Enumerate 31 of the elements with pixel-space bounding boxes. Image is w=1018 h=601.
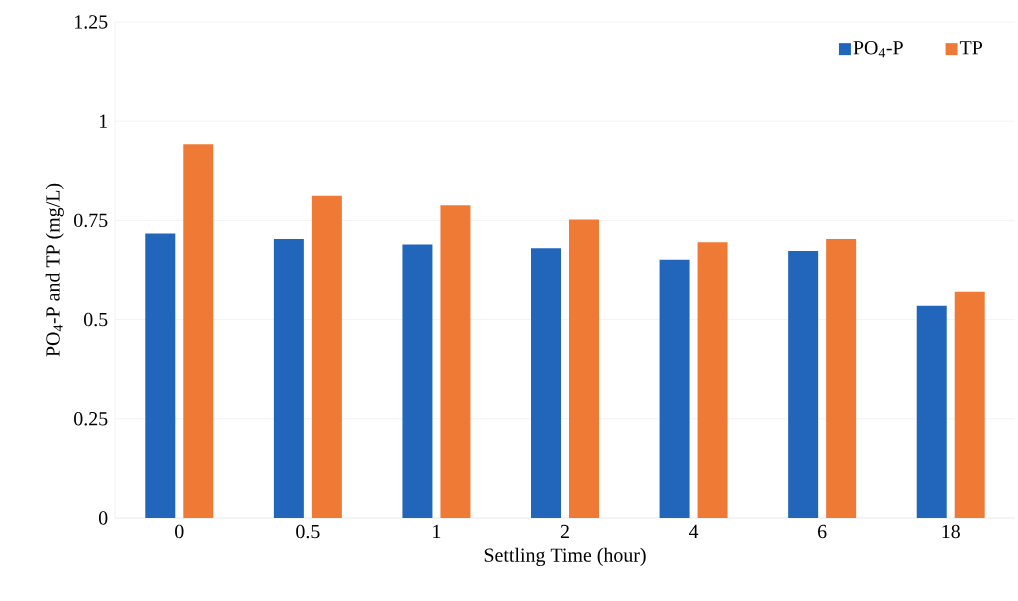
bar	[916, 305, 947, 518]
bar	[659, 259, 690, 518]
legend-label: PO$_{4}$-P	[853, 41, 903, 58]
bar	[826, 239, 857, 518]
y-tick-label: 1	[99, 114, 107, 128]
x-axis-title: Settling Time (hour)	[484, 547, 646, 566]
bar	[569, 219, 599, 518]
bar	[311, 195, 342, 518]
bar	[402, 244, 433, 518]
bar	[788, 250, 819, 518]
x-tick-label: 0	[175, 524, 184, 539]
y-tick-label: 1.25	[75, 15, 108, 29]
x-tick-label: 18	[942, 524, 960, 539]
x-tick-label: 4	[688, 524, 699, 538]
bar	[273, 239, 304, 518]
x-tick-label: 2	[560, 524, 569, 539]
y-tick-label: 0.75	[74, 213, 108, 228]
x-tick-label: 0.5	[296, 524, 320, 539]
bar	[145, 233, 176, 518]
x-tick-label: 6	[818, 524, 827, 539]
y-tick-label: 0	[98, 511, 108, 525]
x-tick-label: 1	[433, 524, 441, 538]
y-tick-label: 0.5	[84, 312, 108, 327]
bar	[183, 144, 214, 518]
y-tick-label: 0.25	[74, 412, 108, 426]
bar	[440, 205, 471, 518]
bar	[531, 248, 561, 518]
bar	[697, 242, 728, 518]
bar	[954, 291, 985, 518]
y-axis-title: PO$_{4}$-P and TP (mg/L)	[45, 183, 64, 357]
legend-label: TP	[959, 41, 983, 55]
